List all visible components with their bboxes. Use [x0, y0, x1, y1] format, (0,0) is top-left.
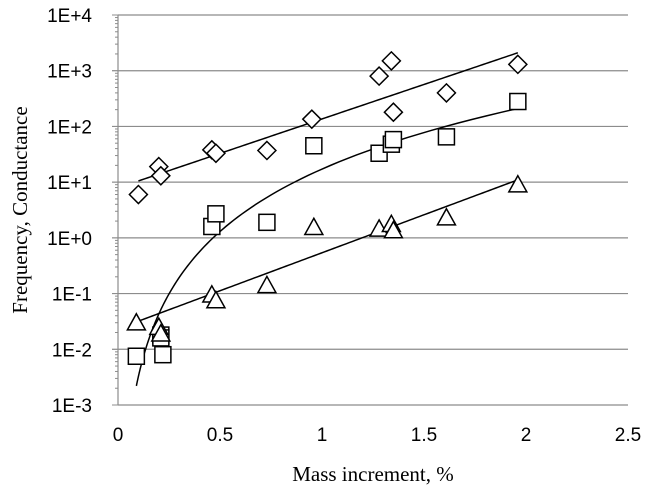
x-tick-label: 0.5: [207, 425, 233, 446]
triangle-marker: [126, 312, 147, 331]
y-tick-label: 1E-3: [52, 396, 92, 417]
triangle-marker: [150, 323, 172, 342]
y-tick-marks: [112, 14, 118, 406]
diamond-marker: [381, 50, 402, 71]
diamond-marker: [369, 66, 390, 87]
y-tick-label: 1E-1: [52, 285, 92, 306]
x-tick-label: 0: [113, 425, 124, 446]
x-tick-label: 2: [521, 425, 532, 446]
triangle-marker: [303, 216, 325, 236]
y-tick-label: 1E+3: [47, 62, 92, 83]
y-tick-label: 1E-2: [52, 340, 92, 361]
diamond-trendline: [138, 52, 519, 182]
y-tick-label: 1E+0: [47, 229, 92, 250]
square-marker: [384, 130, 403, 149]
square-trendline: [135, 107, 519, 387]
square-marker: [154, 345, 172, 364]
triangle-marker: [436, 207, 457, 226]
y-tick-label: 1E+1: [47, 173, 92, 194]
y-tick-label: 1E+4: [47, 6, 92, 27]
gridlines: [118, 14, 628, 350]
diamond-marker: [256, 140, 277, 161]
triangle-marker: [507, 174, 529, 193]
data-markers: [126, 50, 529, 365]
diamond-marker: [128, 184, 149, 205]
x-axis-title: Mass increment, %: [292, 462, 454, 486]
square-marker: [305, 136, 323, 155]
diamond-marker: [301, 109, 322, 130]
triangle-marker: [256, 274, 278, 294]
y-axis-title: Frequency, Conductance: [8, 106, 32, 313]
y-tick-labels: 1E-3 1E-2 1E-1 1E+0 1E+1 1E+2 1E+3 1E+4: [47, 6, 92, 417]
x-tick-label: 2.5: [615, 425, 641, 446]
square-marker: [509, 92, 527, 111]
square-marker: [258, 213, 276, 232]
x-tick-labels: 0 0.5 1 1.5 2 2.5: [113, 425, 642, 446]
square-marker: [127, 347, 146, 365]
triangle-marker: [205, 289, 227, 309]
x-tick-label: 1.5: [411, 425, 437, 446]
square-marker: [437, 128, 456, 146]
square-marker: [207, 205, 225, 223]
diamond-marker: [507, 54, 528, 75]
diamond-marker: [205, 143, 226, 164]
trendlines: [135, 52, 519, 387]
diamond-marker: [436, 82, 457, 103]
triangle-trendline: [136, 179, 519, 323]
y-tick-label: 1E+2: [47, 117, 92, 138]
triangle-marker: [383, 220, 404, 239]
diamond-marker: [383, 102, 404, 123]
x-tick-label: 1: [317, 425, 328, 446]
diamond-marker: [150, 165, 171, 186]
